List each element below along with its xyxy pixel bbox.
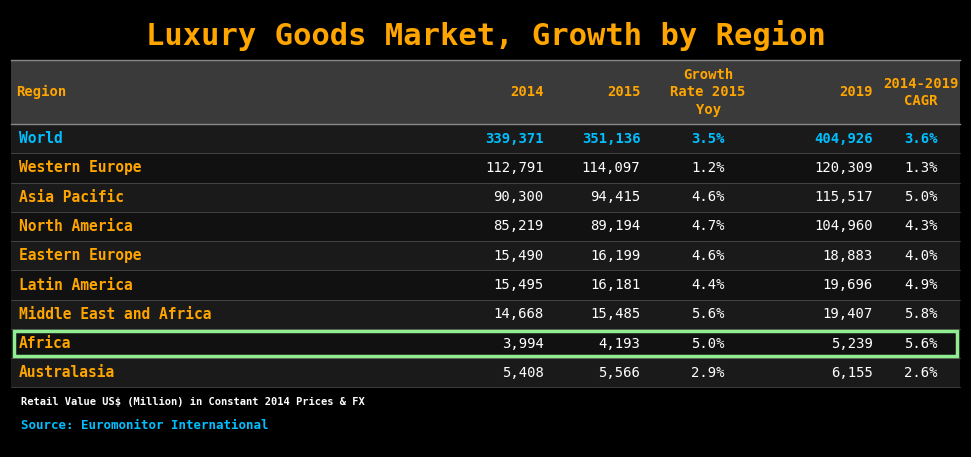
Text: 2.9%: 2.9% bbox=[691, 366, 725, 380]
Text: Eastern Europe: Eastern Europe bbox=[18, 248, 142, 263]
Text: 5,408: 5,408 bbox=[502, 366, 544, 380]
Text: 90,300: 90,300 bbox=[493, 190, 544, 204]
Text: 94,415: 94,415 bbox=[590, 190, 641, 204]
Text: 2014: 2014 bbox=[510, 85, 544, 99]
Text: 5.8%: 5.8% bbox=[904, 307, 938, 321]
Text: Asia Pacific: Asia Pacific bbox=[18, 190, 124, 205]
Text: World: World bbox=[18, 131, 62, 146]
Text: 4.4%: 4.4% bbox=[691, 278, 725, 292]
Text: 4.7%: 4.7% bbox=[691, 219, 725, 234]
Text: Source: Euromonitor International: Source: Euromonitor International bbox=[20, 419, 268, 432]
Bar bbox=[11, 153, 960, 183]
Bar bbox=[11, 60, 960, 124]
Bar bbox=[11, 183, 960, 212]
Bar bbox=[11, 271, 960, 300]
Text: 5,566: 5,566 bbox=[598, 366, 641, 380]
Text: 16,199: 16,199 bbox=[590, 249, 641, 263]
Text: Retail Value US$ (Million) in Constant 2014 Prices & FX: Retail Value US$ (Million) in Constant 2… bbox=[20, 397, 364, 407]
Bar bbox=[11, 124, 960, 153]
Text: 5.6%: 5.6% bbox=[691, 307, 725, 321]
Text: 4.3%: 4.3% bbox=[904, 219, 938, 234]
Text: Growth
Rate 2015
Yoy: Growth Rate 2015 Yoy bbox=[670, 68, 746, 117]
Text: 15,495: 15,495 bbox=[493, 278, 544, 292]
Text: 351,136: 351,136 bbox=[582, 132, 641, 146]
Text: 1.3%: 1.3% bbox=[904, 161, 938, 175]
Text: Middle East and Africa: Middle East and Africa bbox=[18, 307, 212, 322]
Text: 4.9%: 4.9% bbox=[904, 278, 938, 292]
Text: Africa: Africa bbox=[18, 336, 71, 351]
Text: 5,239: 5,239 bbox=[831, 336, 873, 351]
Text: 19,696: 19,696 bbox=[822, 278, 873, 292]
Bar bbox=[11, 212, 960, 241]
Text: 3.6%: 3.6% bbox=[904, 132, 938, 146]
Text: 4.6%: 4.6% bbox=[691, 190, 725, 204]
Text: 15,485: 15,485 bbox=[590, 307, 641, 321]
Text: 5.0%: 5.0% bbox=[691, 336, 725, 351]
Text: North America: North America bbox=[18, 219, 133, 234]
Text: 3.5%: 3.5% bbox=[691, 132, 725, 146]
Text: 114,097: 114,097 bbox=[582, 161, 641, 175]
Text: 15,490: 15,490 bbox=[493, 249, 544, 263]
Text: 5.0%: 5.0% bbox=[904, 190, 938, 204]
Text: 18,883: 18,883 bbox=[822, 249, 873, 263]
Text: 19,407: 19,407 bbox=[822, 307, 873, 321]
Text: 6,155: 6,155 bbox=[831, 366, 873, 380]
Text: 104,960: 104,960 bbox=[814, 219, 873, 234]
Bar bbox=[11, 241, 960, 271]
Text: 16,181: 16,181 bbox=[590, 278, 641, 292]
Text: 120,309: 120,309 bbox=[814, 161, 873, 175]
Text: 2019: 2019 bbox=[839, 85, 873, 99]
Text: 85,219: 85,219 bbox=[493, 219, 544, 234]
Text: 2015: 2015 bbox=[607, 85, 641, 99]
Text: 112,791: 112,791 bbox=[485, 161, 544, 175]
Text: Western Europe: Western Europe bbox=[18, 160, 142, 175]
Text: 404,926: 404,926 bbox=[814, 132, 873, 146]
Text: 339,371: 339,371 bbox=[485, 132, 544, 146]
Text: 5.6%: 5.6% bbox=[904, 336, 938, 351]
Bar bbox=[14, 331, 957, 356]
Text: Latin America: Latin America bbox=[18, 277, 133, 292]
Text: 14,668: 14,668 bbox=[493, 307, 544, 321]
Text: 4.6%: 4.6% bbox=[691, 249, 725, 263]
Text: 4,193: 4,193 bbox=[598, 336, 641, 351]
Bar bbox=[11, 329, 960, 358]
Bar bbox=[11, 358, 960, 388]
Text: Region: Region bbox=[16, 85, 66, 99]
Text: Luxury Goods Market, Growth by Region: Luxury Goods Market, Growth by Region bbox=[146, 20, 825, 51]
Text: 115,517: 115,517 bbox=[814, 190, 873, 204]
Text: 1.2%: 1.2% bbox=[691, 161, 725, 175]
Text: 4.0%: 4.0% bbox=[904, 249, 938, 263]
Text: 2014-2019
CAGR: 2014-2019 CAGR bbox=[884, 77, 958, 108]
Text: 3,994: 3,994 bbox=[502, 336, 544, 351]
Text: 89,194: 89,194 bbox=[590, 219, 641, 234]
Bar bbox=[11, 300, 960, 329]
Text: Australasia: Australasia bbox=[18, 365, 116, 380]
Text: 2.6%: 2.6% bbox=[904, 366, 938, 380]
